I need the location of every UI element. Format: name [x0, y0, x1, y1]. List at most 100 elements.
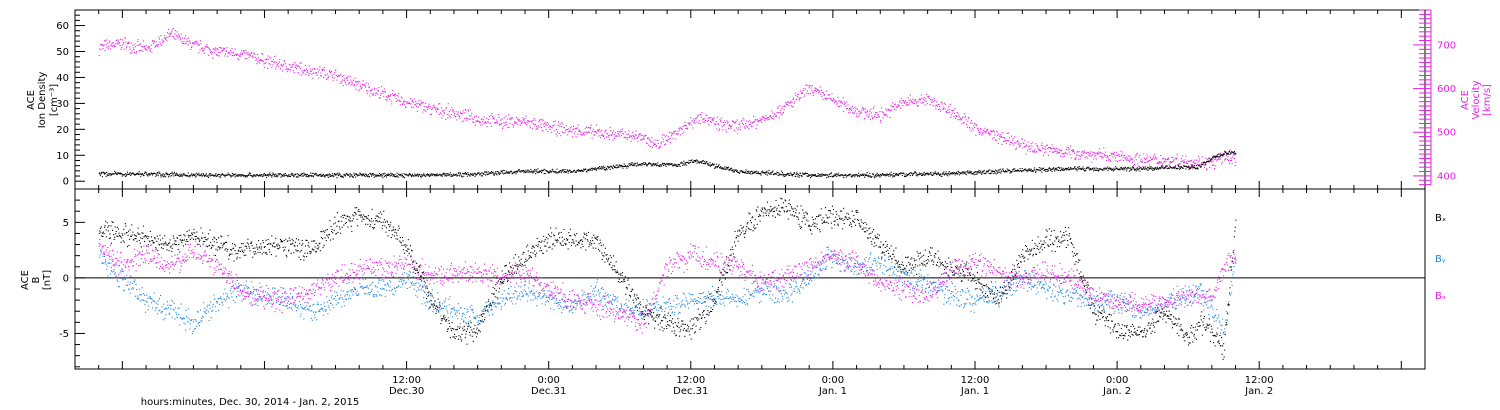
velocity-point: [892, 102, 894, 104]
velocity-point: [1171, 156, 1173, 158]
velocity-point: [618, 134, 620, 136]
ion-density-point: [1051, 169, 1053, 171]
ion-density-point: [954, 174, 956, 176]
by-point: [225, 300, 227, 302]
ion-density-point: [373, 176, 375, 178]
ion-density-point: [420, 176, 422, 178]
by-point: [139, 300, 141, 302]
velocity-point: [1043, 148, 1045, 150]
velocity-point: [389, 98, 391, 100]
velocity-point: [677, 130, 679, 132]
velocity-point: [713, 117, 715, 119]
velocity-point: [694, 122, 696, 124]
ion-density-point: [1170, 167, 1172, 169]
ion-density-point: [740, 170, 742, 172]
ion-density-point: [956, 171, 958, 173]
ion-density-point: [596, 168, 598, 170]
ion-density-point: [870, 176, 872, 178]
ion-density-point: [859, 176, 861, 178]
velocity-point: [539, 119, 541, 121]
ion-density-point: [947, 173, 949, 175]
velocity-point: [647, 138, 649, 140]
velocity-point: [376, 88, 378, 90]
velocity-point: [1076, 154, 1078, 156]
velocity-point: [142, 40, 144, 42]
velocity-point: [869, 110, 871, 112]
velocity-point: [792, 98, 794, 100]
ion-density-point: [1197, 168, 1199, 170]
ion-density-point: [1102, 169, 1104, 171]
ion-density-point: [357, 175, 359, 177]
ion-density-point: [1089, 169, 1091, 171]
ion-density-point: [768, 172, 770, 174]
velocity-point: [584, 128, 586, 130]
ion-density-point: [267, 174, 269, 176]
ion-density-point: [178, 175, 180, 177]
velocity-point: [1162, 157, 1164, 159]
velocity-point: [435, 107, 437, 109]
ion-density-point: [1108, 168, 1110, 170]
velocity-point: [854, 106, 856, 108]
velocity-point: [424, 109, 426, 111]
ion-density-point: [1151, 168, 1153, 170]
velocity-point: [601, 130, 603, 132]
velocity-point: [242, 52, 244, 54]
velocity-point: [621, 130, 623, 132]
by-point: [156, 307, 158, 309]
ion-density-point: [630, 162, 632, 164]
velocity-point: [392, 94, 394, 96]
ion-density-point: [957, 170, 959, 172]
velocity-point: [941, 103, 943, 105]
velocity-point: [464, 117, 466, 119]
velocity-point: [209, 49, 211, 51]
velocity-point: [428, 105, 430, 107]
velocity-point: [263, 63, 265, 65]
ion-density-point: [738, 171, 740, 173]
velocity-point: [1206, 169, 1208, 171]
ion-density-point: [461, 176, 463, 178]
ion-density-point: [1011, 171, 1013, 173]
ion-density-point: [707, 163, 709, 165]
ion-density-point: [959, 172, 961, 174]
ion-density-point: [245, 175, 247, 177]
ion-density-point: [457, 175, 459, 177]
by-point: [111, 271, 113, 273]
ion-density-point: [1106, 168, 1108, 170]
ion-density-point: [1115, 168, 1117, 170]
ion-density-point: [1060, 170, 1062, 172]
ion-density-point: [146, 174, 148, 176]
velocity-point: [501, 118, 503, 120]
ion-density-point: [878, 175, 880, 177]
velocity-point: [1222, 161, 1224, 163]
velocity-point: [211, 51, 213, 53]
by-point: [241, 300, 243, 302]
velocity-point: [802, 93, 804, 95]
velocity-point: [1067, 153, 1069, 155]
velocity-point: [1183, 162, 1185, 164]
by-point: [164, 318, 166, 320]
ion-density-point: [990, 172, 992, 174]
ion-density-point: [319, 175, 321, 177]
ion-density-point: [323, 173, 325, 175]
ion-density-point: [378, 175, 380, 177]
ion-density-point: [563, 171, 565, 173]
velocity-point: [205, 46, 207, 48]
velocity-point: [510, 117, 512, 119]
velocity-point: [874, 114, 876, 116]
velocity-point: [969, 127, 971, 129]
velocity-point: [396, 101, 398, 103]
velocity-point: [351, 81, 353, 83]
velocity-point: [326, 73, 328, 75]
velocity-point: [1144, 159, 1146, 161]
ion-density-point: [601, 166, 603, 168]
velocity-point: [971, 120, 973, 122]
velocity-point: [882, 111, 884, 113]
ion-density-point: [418, 173, 420, 175]
velocity-point: [973, 122, 975, 124]
velocity-point: [997, 142, 999, 144]
velocity-point: [284, 60, 286, 62]
velocity-point: [537, 127, 539, 129]
ion-density-point: [836, 175, 838, 177]
velocity-point: [339, 82, 341, 84]
ion-density-point: [883, 174, 885, 176]
